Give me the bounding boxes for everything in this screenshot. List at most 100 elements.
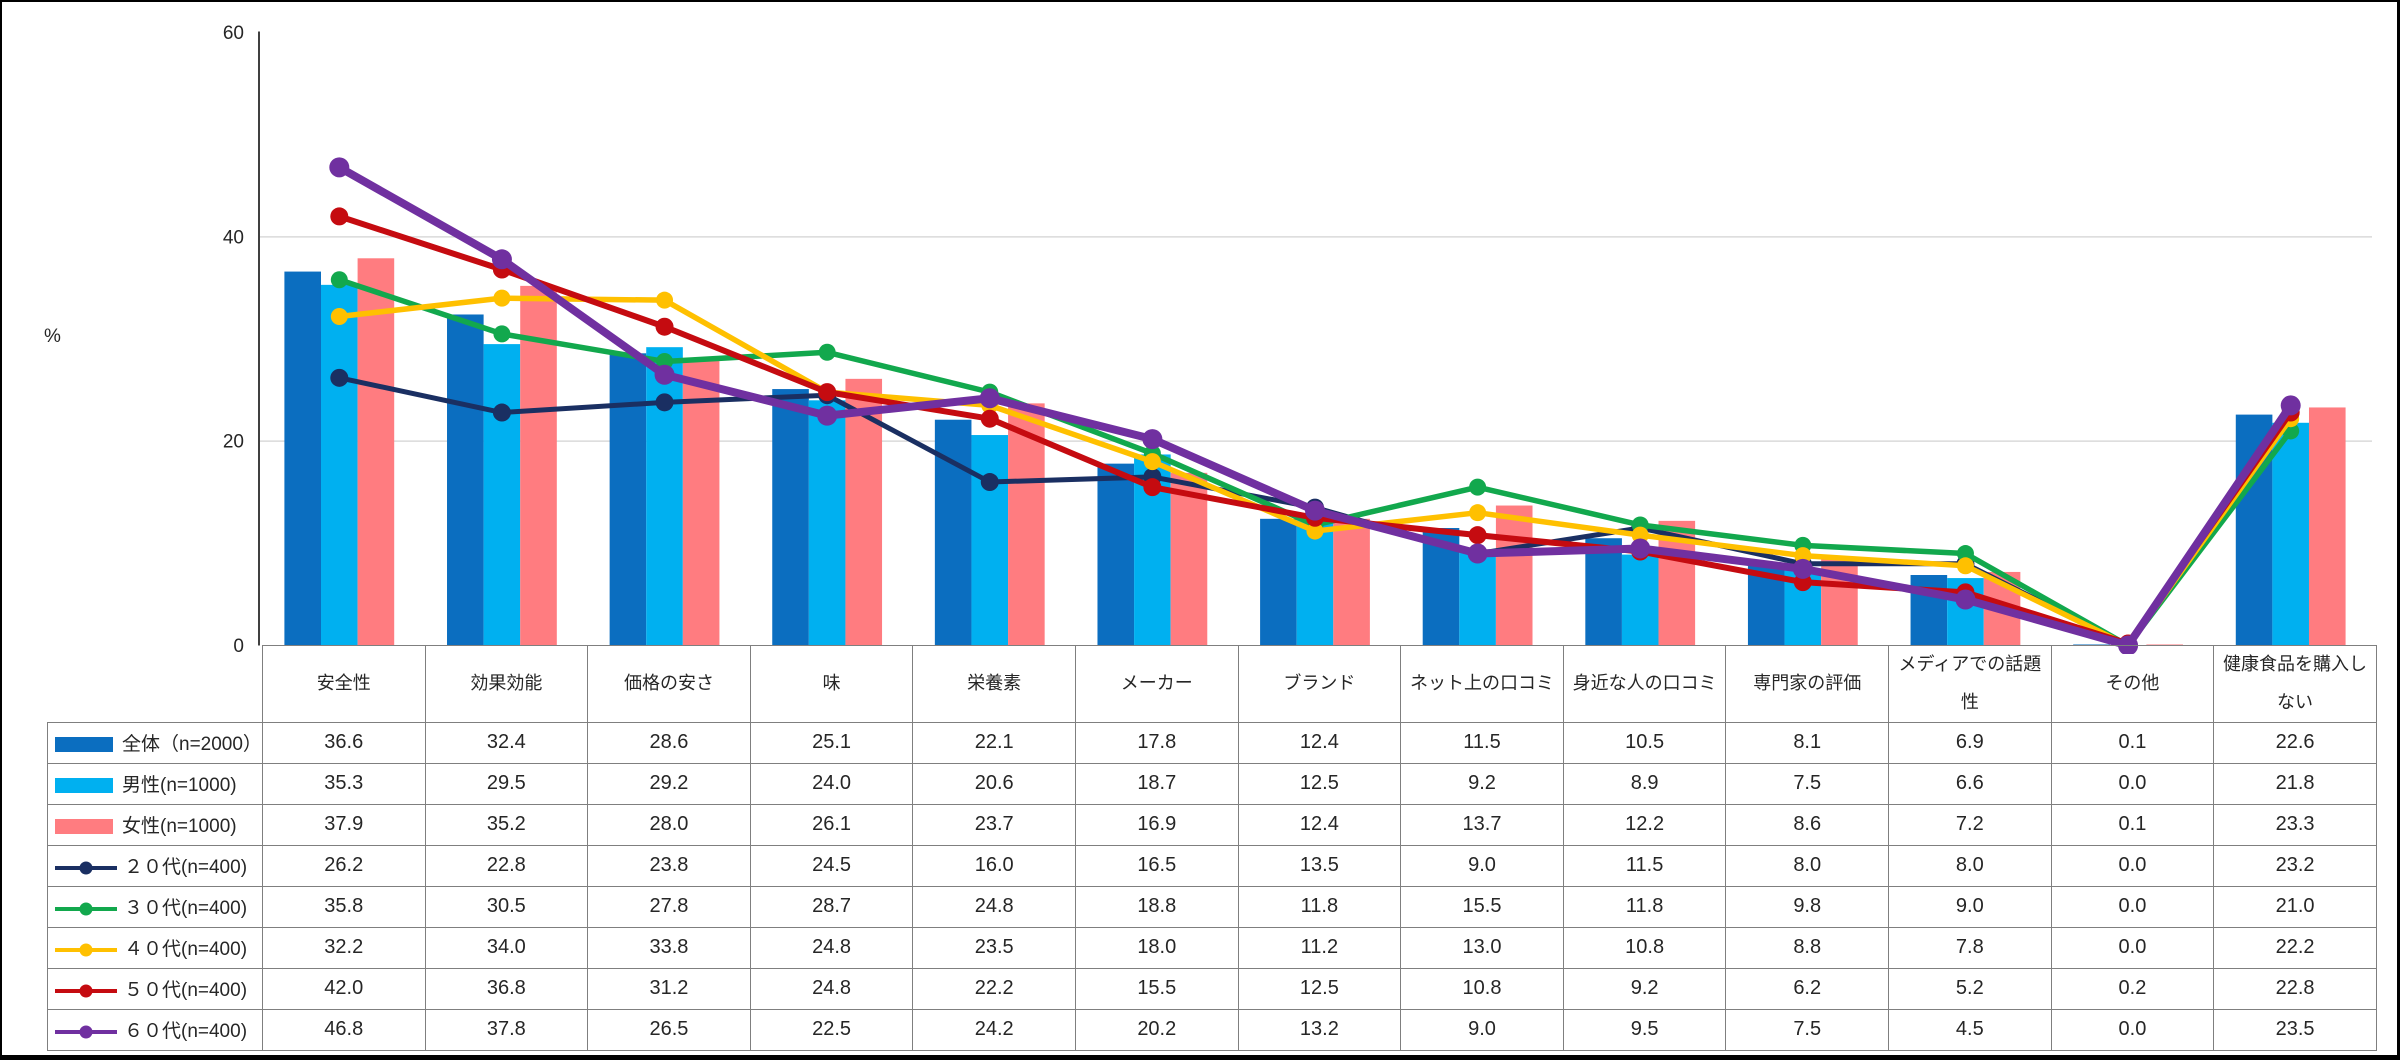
value-cell-r3-c11: 0.0 bbox=[2050, 844, 2215, 887]
value-cell-r4-c10: 9.0 bbox=[1888, 885, 2052, 928]
marker-3-cat-5 bbox=[1143, 478, 1162, 497]
legend-cell-6: ５０代(n=400) bbox=[47, 967, 263, 1010]
value-cell-r4-c8: 11.8 bbox=[1562, 885, 1727, 928]
bar-2-cat-11 bbox=[2146, 644, 2183, 646]
value-cell-r2-c4: 23.7 bbox=[912, 803, 1076, 846]
marker-3-cat-4 bbox=[980, 409, 999, 428]
marker-4-cat-6 bbox=[1305, 500, 1325, 521]
value-cell-r5-c4: 23.5 bbox=[912, 926, 1076, 969]
y-tick-label: 0 bbox=[233, 636, 244, 654]
value-cell-r7-c0: 46.8 bbox=[261, 1008, 426, 1051]
marker-4-cat-2 bbox=[654, 364, 675, 385]
value-cell-r4-c0: 35.8 bbox=[261, 885, 426, 928]
value-cell-r6-c11: 0.2 bbox=[2050, 967, 2215, 1010]
value-cell-r6-c2: 31.2 bbox=[587, 967, 751, 1010]
value-cell-r6-c6: 12.5 bbox=[1237, 967, 1402, 1010]
marker-2-cat-0 bbox=[330, 308, 348, 326]
value-cell-r0-c1: 32.4 bbox=[424, 721, 589, 764]
value-cell-r7-c4: 24.2 bbox=[912, 1008, 1076, 1051]
marker-4-cat-4 bbox=[979, 388, 1000, 409]
value-cell-r3-c0: 26.2 bbox=[261, 844, 426, 887]
value-cell-r5-c9: 8.8 bbox=[1725, 926, 1890, 969]
series-label-4: ３０代(n=400) bbox=[124, 898, 248, 920]
value-cell-r0-c8: 10.5 bbox=[1562, 721, 1727, 764]
bar-1-cat-12 bbox=[2272, 422, 2309, 646]
line-swatch-dot bbox=[79, 943, 93, 957]
bar-1-cat-8 bbox=[1621, 554, 1659, 646]
marker-3-cat-0 bbox=[330, 207, 349, 226]
value-cell-r3-c3: 24.5 bbox=[749, 844, 914, 887]
value-cell-r0-c2: 28.6 bbox=[587, 721, 751, 764]
value-cell-r4-c6: 11.8 bbox=[1237, 885, 1402, 928]
table-row-2: 女性(n=1000) 37.9 35.2 28.0 26.1 23.7 16.9 12.4 13… bbox=[47, 803, 2377, 846]
table-row-6: ５０代(n=400) 42.0 36.8 31.2 24.8 22.2 15.5 12.5 10… bbox=[47, 967, 2377, 1010]
value-cell-r1-c7: 9.2 bbox=[1400, 762, 1564, 805]
series-label-3: ２０代(n=400) bbox=[124, 857, 248, 879]
category-header-0: 安全性 bbox=[261, 645, 426, 723]
table-row-4: ３０代(n=400) 35.8 30.5 27.8 28.7 24.8 18.8 11.8 15… bbox=[47, 885, 2377, 928]
table-row-7: ６０代(n=400) 46.8 37.8 26.5 22.5 24.2 20.2 13.2 9.… bbox=[47, 1008, 2377, 1051]
bar-0-cat-11 bbox=[2073, 644, 2110, 646]
legend-cell-0: 全体（n=2000） bbox=[47, 721, 263, 764]
value-cell-r2-c7: 13.7 bbox=[1400, 803, 1564, 846]
bar-1-cat-0 bbox=[321, 284, 358, 646]
marker-0-cat-2 bbox=[655, 393, 674, 412]
value-cell-r7-c3: 22.5 bbox=[749, 1008, 914, 1051]
y-tick-label: 60 bbox=[223, 23, 244, 44]
marker-0-cat-0 bbox=[330, 368, 349, 387]
value-cell-r6-c9: 6.2 bbox=[1725, 967, 1890, 1010]
value-cell-r4-c4: 24.8 bbox=[912, 885, 1076, 928]
table-row-3: ２０代(n=400) 26.2 22.8 23.8 24.5 16.0 16.5 13.5 9.… bbox=[47, 844, 2377, 887]
marker-0-cat-4 bbox=[980, 473, 999, 492]
value-cell-r2-c1: 35.2 bbox=[424, 803, 589, 846]
marker-4-cat-5 bbox=[1142, 429, 1163, 450]
value-cell-r6-c4: 22.2 bbox=[912, 967, 1076, 1010]
value-cell-r6-c7: 10.8 bbox=[1400, 967, 1564, 1010]
value-cell-r4-c12: 21.0 bbox=[2213, 885, 2377, 928]
y-axis-unit-label: % bbox=[44, 326, 61, 347]
series-label-2: 女性(n=1000) bbox=[122, 816, 237, 838]
value-cell-r5-c5: 18.0 bbox=[1074, 926, 1239, 969]
bar-swatch-icon bbox=[55, 737, 113, 753]
bar-1-cat-1 bbox=[483, 344, 521, 646]
marker-4-cat-3 bbox=[817, 405, 838, 426]
table-header-row: 安全性 効果効能 価格の安さ味栄養素 メーカー ブランド ネット上の口コミ 身近な人の口コミ… bbox=[48, 645, 2377, 723]
value-cell-r7-c5: 20.2 bbox=[1074, 1008, 1239, 1051]
series-label-0: 全体（n=2000） bbox=[122, 734, 262, 756]
legend-cell-3: ２０代(n=400) bbox=[47, 844, 263, 887]
value-cell-r3-c6: 13.5 bbox=[1237, 844, 1402, 887]
bar-1-cat-4 bbox=[971, 435, 1009, 646]
marker-4-cat-10 bbox=[1955, 589, 1976, 610]
value-cell-r1-c11: 0.0 bbox=[2050, 762, 2215, 805]
bar-0-cat-2 bbox=[609, 353, 647, 646]
bar-0-cat-6 bbox=[1260, 518, 1297, 646]
line-swatch-dot bbox=[79, 1025, 93, 1039]
value-cell-r0-c11: 0.1 bbox=[2050, 721, 2215, 764]
category-header-6: ブランド bbox=[1237, 645, 1402, 723]
marker-2-cat-1 bbox=[493, 289, 511, 307]
value-cell-r2-c5: 16.9 bbox=[1074, 803, 1239, 846]
value-cell-r1-c10: 6.6 bbox=[1888, 762, 2052, 805]
value-cell-r7-c11: 0.0 bbox=[2050, 1008, 2215, 1051]
bar-0-cat-8 bbox=[1585, 538, 1622, 646]
combo-chart: 0 20 40 60 bbox=[223, 23, 2372, 654]
value-cell-r7-c6: 13.2 bbox=[1237, 1008, 1402, 1051]
bar-0-cat-10 bbox=[1910, 575, 1948, 646]
value-cell-r0-c4: 22.1 bbox=[912, 721, 1076, 764]
marker-1-cat-0 bbox=[330, 271, 348, 289]
value-cell-r4-c1: 30.5 bbox=[424, 885, 589, 928]
value-cell-r6-c3: 24.8 bbox=[749, 967, 914, 1010]
series-label-7: ６０代(n=400) bbox=[124, 1021, 248, 1043]
marker-1-cat-7 bbox=[1469, 478, 1487, 496]
line-marker-swatch-icon bbox=[55, 942, 117, 958]
category-header-1: 効果効能 bbox=[424, 645, 589, 723]
value-cell-r1-c8: 8.9 bbox=[1562, 762, 1727, 805]
bar-2-cat-2 bbox=[682, 359, 720, 646]
category-header-8: 身近な人の口コミ bbox=[1562, 645, 1727, 723]
value-cell-r0-c9: 8.1 bbox=[1725, 721, 1890, 764]
series-label-6: ５０代(n=400) bbox=[124, 980, 248, 1002]
bar-0-cat-5 bbox=[1097, 463, 1135, 646]
marker-4-cat-1 bbox=[491, 249, 512, 270]
category-header-2: 価格の安さ bbox=[587, 645, 751, 723]
